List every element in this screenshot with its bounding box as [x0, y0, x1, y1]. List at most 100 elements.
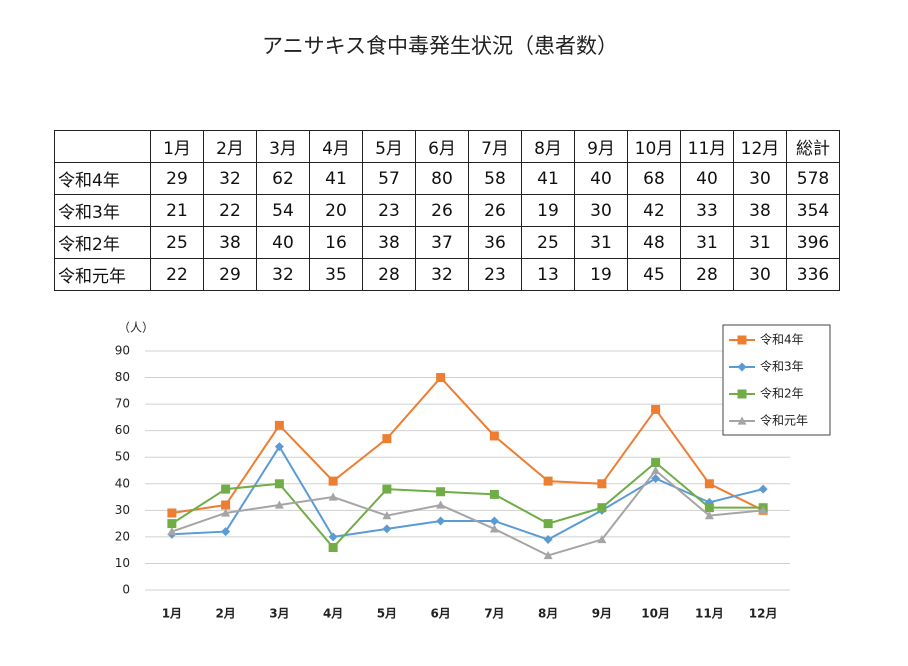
data-point	[489, 524, 499, 533]
series-line	[171, 376, 764, 514]
x-tick-label: 1月	[162, 607, 182, 621]
header-cell: 12月	[733, 130, 787, 163]
data-point	[704, 479, 714, 489]
y-tick-label: 70	[115, 397, 130, 411]
x-tick-label: 11月	[695, 607, 724, 621]
table-cell: 31	[574, 226, 628, 259]
legend-marker	[737, 416, 747, 425]
y-tick-label: 0	[122, 583, 130, 597]
header-cell: 1月	[150, 130, 204, 163]
row-header: 令和元年	[54, 258, 151, 291]
table-cell: 396	[786, 226, 840, 259]
data-point	[489, 431, 499, 441]
table-cell: 32	[256, 258, 310, 291]
table-cell: 32	[415, 258, 469, 291]
table-cell: 22	[150, 258, 204, 291]
data-point	[543, 535, 553, 545]
table-cell: 21	[150, 194, 204, 227]
data-point	[274, 442, 284, 452]
data-point	[382, 434, 392, 444]
data-point	[758, 484, 768, 494]
table-cell: 40	[574, 162, 628, 195]
page-title: アニサキス食中毒発生状況（患者数）	[262, 34, 618, 58]
table-cell: 25	[521, 226, 575, 259]
header-cell: 10月	[627, 130, 681, 163]
table-cell: 354	[786, 194, 840, 227]
header-cell: 5月	[362, 130, 416, 163]
table-cell: 58	[468, 162, 522, 195]
x-tick-label: 3月	[269, 607, 289, 621]
y-tick-label: 20	[115, 529, 130, 543]
table-cell: 48	[627, 226, 681, 259]
header-cell: 3月	[256, 130, 310, 163]
data-point	[436, 500, 446, 509]
table-cell: 62	[256, 162, 310, 195]
data-point	[221, 500, 231, 510]
data-point	[221, 484, 231, 494]
table-cell: 28	[362, 258, 416, 291]
corner-cell	[54, 130, 151, 163]
data-point	[274, 500, 284, 509]
data-point	[382, 484, 392, 494]
data-point	[274, 420, 284, 430]
data-point	[436, 516, 446, 526]
legend-label: 令和2年	[760, 386, 804, 401]
table-cell: 40	[680, 162, 734, 195]
x-tick-label: 12月	[749, 607, 778, 621]
table-cell: 45	[627, 258, 681, 291]
data-point	[221, 527, 231, 537]
x-tick-label: 7月	[484, 607, 504, 621]
data-point	[167, 527, 177, 536]
y-tick-label: 30	[115, 503, 130, 517]
data-point	[436, 487, 446, 497]
table-cell: 80	[415, 162, 469, 195]
y-tick-label: 60	[115, 423, 130, 437]
data-point	[597, 535, 607, 544]
y-tick-label: 40	[115, 476, 130, 490]
x-tick-label: 5月	[377, 607, 397, 621]
x-tick-label: 6月	[430, 607, 450, 621]
data-point	[543, 476, 553, 486]
data-point	[704, 503, 714, 513]
data-point	[489, 516, 499, 526]
table-cell: 23	[362, 194, 416, 227]
data-point	[328, 476, 338, 486]
header-row: 1月 2月 3月 4月 5月 6月 7月 8月 9月 10月 11月 12月 総計	[54, 130, 840, 163]
table-cell: 30	[574, 194, 628, 227]
x-tick-label: 2月	[215, 607, 235, 621]
y-tick-label: 50	[115, 450, 130, 464]
data-point	[382, 524, 392, 534]
series-line	[171, 461, 764, 550]
row-header: 令和3年	[54, 194, 151, 227]
data-point	[543, 519, 553, 529]
data-point	[704, 511, 714, 520]
legend-marker	[737, 335, 747, 345]
table-cell: 23	[468, 258, 522, 291]
data-point	[651, 404, 661, 414]
table-cell: 31	[680, 226, 734, 259]
table-cell: 26	[415, 194, 469, 227]
x-tick-label: 10月	[641, 607, 670, 621]
table-cell: 54	[256, 194, 310, 227]
data-point	[274, 479, 284, 489]
data-table: 1月 2月 3月 4月 5月 6月 7月 8月 9月 10月 11月 12月 総計 令和4年 29 32 62 4…	[54, 130, 840, 291]
table-cell: 41	[309, 162, 363, 195]
legend-label: 令和4年	[760, 332, 804, 347]
table-cell: 30	[733, 258, 787, 291]
table-row: 令和元年 22 29 32 35 28 32 23 13 19 45 28 30 336	[54, 258, 840, 291]
table-cell: 38	[203, 226, 257, 259]
y-axis-label: （人）	[118, 321, 154, 335]
data-point	[543, 550, 553, 560]
header-cell: 7月	[468, 130, 522, 163]
data-point	[597, 479, 607, 489]
x-tick-label: 8月	[538, 607, 558, 621]
table-row: 令和3年 21 22 54 20 23 26 26 19 30 42 33 38 354	[54, 194, 840, 227]
table-cell: 38	[362, 226, 416, 259]
y-tick-label: 10	[115, 556, 130, 570]
data-point	[597, 503, 607, 513]
table-cell: 26	[468, 194, 522, 227]
x-tick-label: 4月	[323, 607, 343, 621]
header-cell: 8月	[521, 130, 575, 163]
row-header: 令和4年	[54, 162, 151, 195]
table-cell: 42	[627, 194, 681, 227]
